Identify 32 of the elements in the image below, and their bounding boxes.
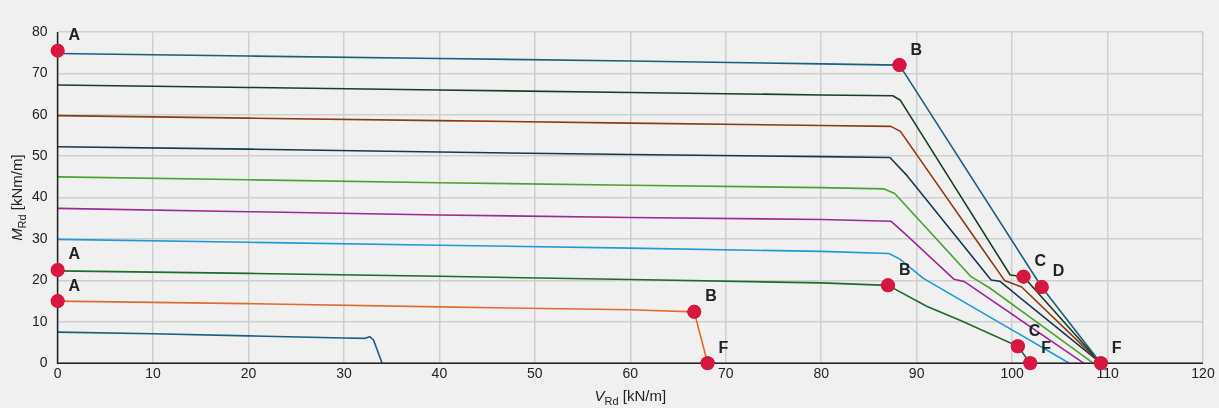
x-tick-label: 10 (145, 365, 162, 382)
x-tick-label: 0 (53, 365, 62, 382)
y-tick-label: 50 (31, 147, 48, 164)
annotation: B (910, 40, 923, 58)
x-tick-label: 50 (527, 365, 543, 382)
y-tick-label: 80 (31, 22, 48, 39)
x-tick-label: 90 (908, 365, 925, 382)
x-tick-label: 100 (1000, 365, 1024, 382)
x-tick-label: 30 (336, 365, 352, 382)
annotation: F (718, 338, 729, 356)
annotation: B (705, 287, 717, 305)
x-tick-label: 20 (240, 365, 257, 382)
annotation: A (68, 26, 81, 44)
x-tick-label: 60 (622, 365, 639, 382)
x-tick-label: 40 (431, 365, 448, 382)
y-tick-label: 40 (31, 188, 48, 205)
annotation: A (68, 245, 81, 263)
annotation: A (68, 276, 81, 294)
x-tick-label: 120 (1191, 365, 1215, 382)
annotation: F (1111, 338, 1122, 356)
annotation: C (1034, 252, 1047, 270)
annotation: B (899, 260, 911, 278)
y-axis-title: MRd [kNm/m] (8, 154, 28, 241)
x-tick-label: 70 (717, 365, 734, 382)
y-tick-label: 10 (31, 312, 48, 329)
y-tick-label: 0 (39, 354, 48, 371)
y-tick-label: 30 (31, 229, 48, 246)
y-tick-label: 70 (31, 64, 48, 81)
annotation: D (1052, 262, 1065, 280)
y-tick-label: 20 (31, 271, 48, 288)
y-tick-label: 60 (31, 105, 48, 122)
x-tick-label: 80 (813, 365, 830, 382)
